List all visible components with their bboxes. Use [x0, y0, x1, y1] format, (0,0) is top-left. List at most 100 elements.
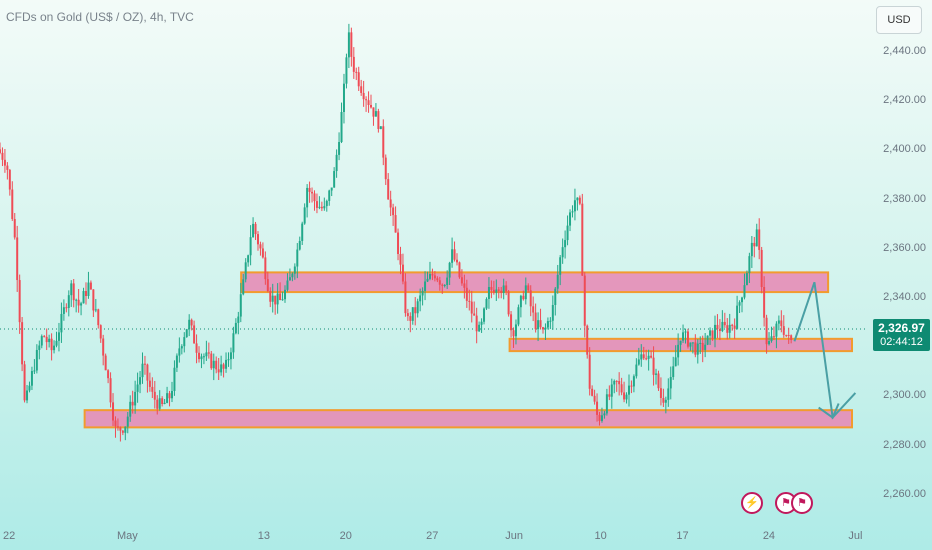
candle	[640, 344, 643, 367]
candle	[45, 328, 48, 351]
candle	[30, 366, 33, 390]
candle	[529, 285, 532, 317]
candle	[338, 132, 341, 161]
candle	[200, 353, 203, 369]
candle	[151, 377, 154, 399]
candle	[168, 390, 171, 407]
candle	[441, 283, 444, 294]
candle	[426, 271, 429, 283]
candle	[202, 353, 205, 365]
candle	[114, 416, 117, 438]
candle	[645, 349, 648, 361]
candle	[750, 236, 753, 268]
candle	[416, 298, 419, 318]
candle	[578, 195, 581, 206]
candle	[657, 370, 660, 391]
support-resistance-zone[interactable]	[240, 271, 830, 294]
candle	[143, 355, 146, 375]
candle	[77, 289, 80, 313]
candle	[588, 347, 591, 396]
candle	[745, 270, 748, 286]
candle	[664, 396, 667, 414]
candle	[389, 190, 392, 217]
candle	[347, 23, 350, 69]
candle	[244, 258, 247, 283]
candle	[790, 334, 793, 344]
candle	[433, 271, 436, 282]
candle	[276, 283, 279, 314]
candle	[537, 312, 540, 342]
candle	[613, 379, 616, 394]
candle	[72, 278, 75, 308]
candle	[33, 359, 36, 374]
price-axis[interactable]: USD 2,440.00 2,420.00 2,400.00 2,380.00 2,36…	[865, 0, 932, 525]
time-axis[interactable]: 22 May 13 20 27 Jun 10 17 24 Jul	[0, 525, 865, 550]
candle	[699, 336, 702, 354]
candle	[232, 326, 235, 359]
candle	[485, 297, 488, 310]
candle	[706, 335, 709, 346]
candle	[630, 380, 633, 394]
time-tick: 22	[2, 530, 16, 542]
candle	[286, 273, 289, 292]
candle	[21, 316, 24, 372]
candle	[342, 73, 345, 124]
time-tick: 20	[339, 530, 352, 542]
candle	[541, 326, 544, 334]
candle	[387, 173, 390, 200]
candle	[67, 290, 70, 317]
candle	[758, 218, 761, 260]
candle	[679, 340, 682, 352]
candle	[684, 328, 687, 344]
candle	[254, 221, 257, 241]
candle	[345, 53, 348, 89]
candle	[198, 346, 201, 363]
candle	[458, 261, 461, 279]
candle	[102, 334, 105, 366]
candle	[686, 328, 689, 349]
candle	[596, 393, 599, 422]
candle	[53, 340, 56, 354]
candle	[672, 356, 675, 380]
candle	[736, 295, 739, 330]
candle	[40, 334, 43, 349]
candle	[760, 246, 763, 294]
candle	[303, 203, 306, 225]
candle	[109, 372, 112, 408]
candle	[134, 380, 137, 414]
candle	[129, 395, 132, 422]
candle	[379, 126, 382, 130]
candle	[158, 390, 161, 411]
candle	[419, 288, 422, 312]
time-tick: 24	[762, 530, 776, 542]
candle	[618, 372, 621, 396]
lightning-icon[interactable]: ⚡	[741, 492, 763, 514]
candle	[696, 339, 699, 364]
us-flag-icon[interactable]: ⚑	[791, 492, 813, 514]
candle	[234, 318, 237, 335]
candle	[473, 301, 476, 316]
price-chart[interactable]	[0, 0, 865, 525]
candle	[532, 296, 535, 322]
support-resistance-zone[interactable]	[83, 409, 853, 429]
candle	[704, 333, 707, 358]
candle	[576, 197, 579, 211]
candle	[75, 298, 78, 313]
candle	[62, 299, 65, 321]
candle	[777, 315, 780, 331]
candle	[689, 342, 692, 351]
currency-button[interactable]: USD	[876, 6, 922, 34]
candle	[333, 167, 336, 188]
candle	[335, 149, 338, 178]
candle	[593, 389, 596, 405]
candle	[212, 353, 215, 381]
candle	[581, 193, 584, 276]
candle	[782, 315, 785, 338]
candle	[554, 286, 557, 316]
candle	[775, 321, 778, 349]
candle	[328, 189, 331, 206]
candle	[80, 301, 83, 316]
projection-path[interactable]	[793, 281, 857, 420]
candle	[397, 228, 400, 261]
candle	[500, 286, 503, 299]
